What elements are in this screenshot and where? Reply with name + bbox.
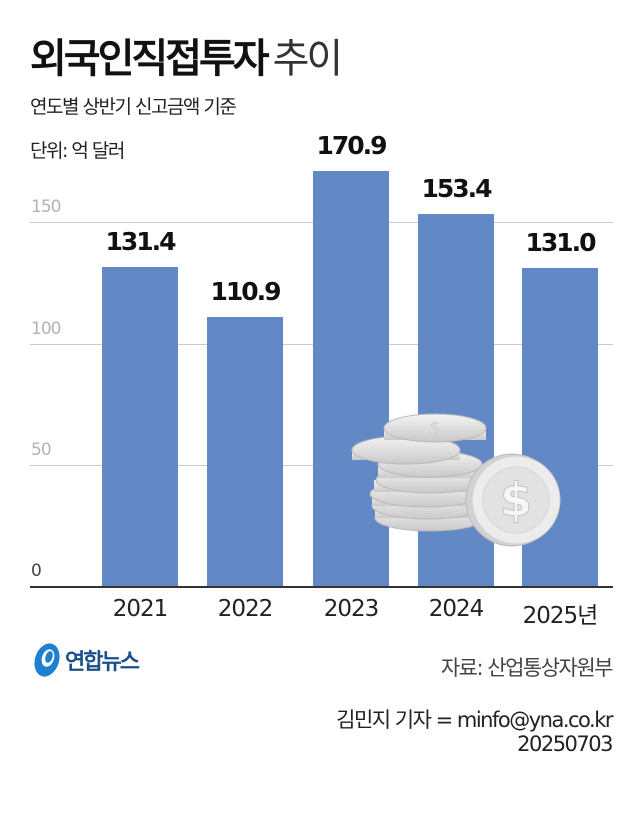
- value-label: 153.4: [421, 173, 492, 203]
- x-tick-label: 2025년: [522, 603, 599, 629]
- page-title: 외국인직접투자 추이: [30, 34, 344, 84]
- svg-text:$: $: [500, 473, 532, 527]
- chart-subtitle: 연도별 상반기 신고금액 기준: [30, 96, 237, 118]
- x-tick-label: 2024: [428, 596, 485, 622]
- value-label: 131.4: [105, 227, 176, 257]
- y-tick-150: 150: [31, 197, 61, 217]
- y-tick-100: 100: [31, 319, 61, 339]
- bar-chart: 150 100 50 0 131.4 110.9 170.9 153.4 131.0 $: [30, 131, 613, 629]
- title-main: 외국인직접투자: [30, 36, 270, 82]
- x-tick-label: 2022: [217, 596, 274, 622]
- value-label: 110.9: [210, 277, 281, 307]
- yonhap-logo: 연합뉴스: [32, 641, 140, 679]
- reporter-credit: 김민지 기자 = minfo@yna.co.kr: [336, 708, 613, 732]
- value-label: 131.0: [525, 228, 596, 258]
- yonhap-logo-icon: [34, 643, 60, 677]
- publish-date: 20250703: [517, 732, 613, 756]
- bar-2022: [207, 317, 283, 587]
- y-tick-50: 50: [31, 440, 52, 460]
- x-axis-line: [30, 586, 613, 588]
- x-tick-label: 2021: [112, 596, 169, 622]
- source-note: 자료: 산업통상자원부: [440, 656, 614, 680]
- coin-stack-icon: $ $: [351, 413, 561, 547]
- value-label: 170.9: [316, 131, 387, 161]
- y-tick-0: 0: [31, 561, 42, 581]
- bar-2021: [102, 267, 178, 587]
- unit-label: 단위: 억 달러: [30, 140, 125, 162]
- title-suffix: 추이: [272, 36, 344, 82]
- credit: 김민지 기자 = minfo@yna.co.kr 20250703: [336, 708, 613, 756]
- x-tick-label: 2023: [323, 596, 380, 622]
- logo-text: 연합뉴스: [65, 650, 140, 675]
- svg-text:$: $: [429, 418, 440, 439]
